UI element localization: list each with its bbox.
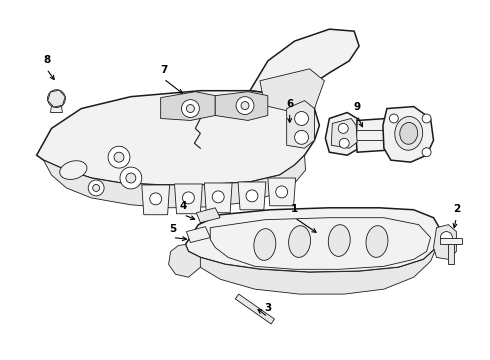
Polygon shape <box>44 155 306 208</box>
Polygon shape <box>238 182 266 210</box>
Polygon shape <box>204 183 232 213</box>
Ellipse shape <box>328 225 350 256</box>
Ellipse shape <box>60 161 87 179</box>
Polygon shape <box>142 185 170 215</box>
Polygon shape <box>287 100 315 148</box>
Polygon shape <box>331 118 357 148</box>
Polygon shape <box>260 69 324 113</box>
Circle shape <box>422 148 431 157</box>
Circle shape <box>182 192 195 204</box>
Circle shape <box>114 152 124 162</box>
Circle shape <box>339 138 349 148</box>
Polygon shape <box>268 178 295 206</box>
Polygon shape <box>196 208 220 223</box>
Text: 2: 2 <box>453 204 460 214</box>
Circle shape <box>126 173 136 183</box>
Polygon shape <box>235 294 274 324</box>
Circle shape <box>294 112 309 125</box>
Circle shape <box>276 186 288 198</box>
Polygon shape <box>210 218 431 269</box>
Ellipse shape <box>400 122 417 144</box>
Circle shape <box>441 231 452 243</box>
Text: 9: 9 <box>354 102 361 112</box>
Circle shape <box>120 167 142 189</box>
Circle shape <box>422 114 431 123</box>
Text: 5: 5 <box>169 224 176 234</box>
Polygon shape <box>434 225 456 260</box>
Circle shape <box>246 190 258 202</box>
Circle shape <box>187 105 195 113</box>
Polygon shape <box>448 239 454 264</box>
Circle shape <box>212 191 224 203</box>
Circle shape <box>108 146 130 168</box>
Ellipse shape <box>366 226 388 257</box>
Text: 4: 4 <box>180 201 187 211</box>
Circle shape <box>236 96 254 114</box>
Polygon shape <box>187 227 210 243</box>
Circle shape <box>88 180 104 196</box>
Polygon shape <box>169 244 200 277</box>
Circle shape <box>294 130 309 144</box>
Polygon shape <box>250 29 359 109</box>
Polygon shape <box>37 91 319 185</box>
Polygon shape <box>161 92 215 121</box>
Polygon shape <box>383 107 434 162</box>
Circle shape <box>181 100 199 117</box>
Polygon shape <box>174 184 202 214</box>
Polygon shape <box>185 208 441 272</box>
Polygon shape <box>325 113 359 155</box>
Circle shape <box>390 114 398 123</box>
Ellipse shape <box>395 117 423 150</box>
Circle shape <box>93 184 99 192</box>
Polygon shape <box>215 92 268 121</box>
Circle shape <box>241 102 249 109</box>
Text: 1: 1 <box>291 204 298 214</box>
Polygon shape <box>189 247 437 294</box>
Text: 7: 7 <box>160 65 167 75</box>
Polygon shape <box>356 118 389 152</box>
Ellipse shape <box>289 226 311 257</box>
Circle shape <box>48 90 65 108</box>
Circle shape <box>338 123 348 133</box>
Ellipse shape <box>254 229 276 260</box>
Circle shape <box>150 193 162 205</box>
Polygon shape <box>50 99 62 113</box>
Text: 8: 8 <box>43 55 50 65</box>
Text: 6: 6 <box>286 99 294 109</box>
Text: 3: 3 <box>264 303 271 313</box>
Polygon shape <box>441 238 462 243</box>
